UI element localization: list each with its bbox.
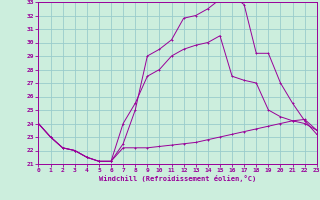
X-axis label: Windchill (Refroidissement éolien,°C): Windchill (Refroidissement éolien,°C) — [99, 175, 256, 182]
